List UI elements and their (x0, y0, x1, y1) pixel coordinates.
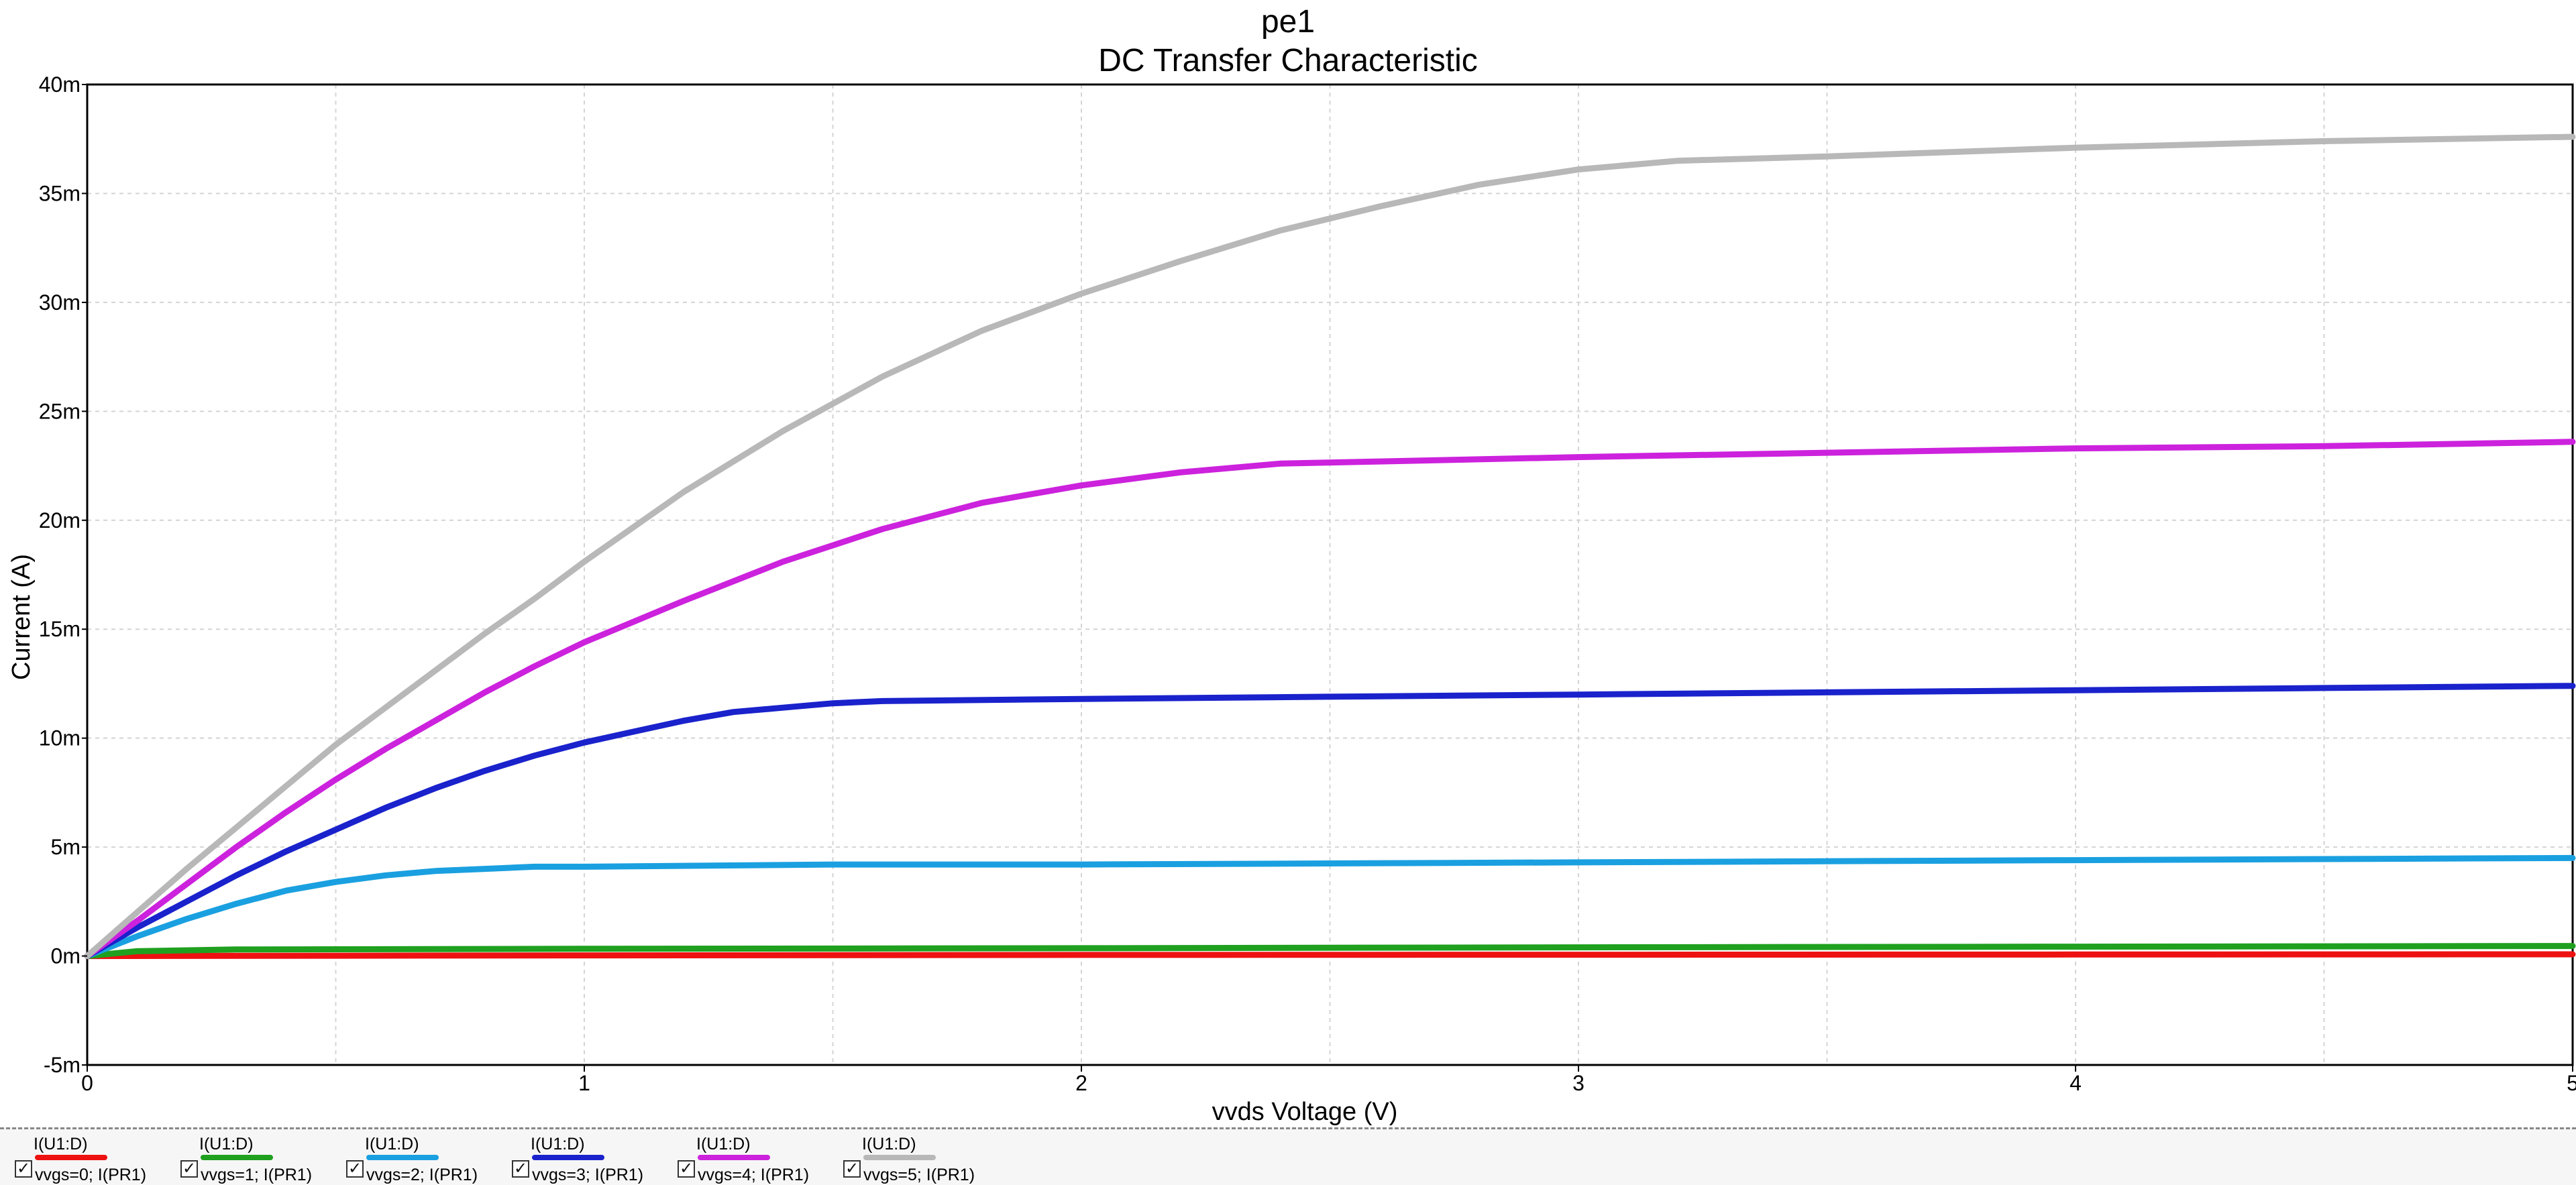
legend-checkbox[interactable]: ✓ (180, 1160, 198, 1178)
legend-color-swatch (698, 1155, 770, 1160)
legend-entry-2[interactable]: I(U1:D) ✓ vvgs=2; I(PR1) (346, 1135, 500, 1184)
y-tick-label: 15m (39, 617, 80, 641)
legend-checkbox[interactable]: ✓ (512, 1160, 529, 1178)
y-tick-label: 20m (39, 508, 80, 532)
legend-series-description: vvgs=4; I(PR1) (698, 1166, 810, 1184)
legend-checkbox[interactable]: ✓ (346, 1160, 364, 1178)
series-line-3[interactable] (84, 683, 2576, 960)
series-line-1[interactable] (84, 943, 2576, 960)
y-tick-label: 40m (39, 72, 80, 97)
series-line-5[interactable] (84, 133, 2576, 960)
legend: I(U1:D) ✓ vvgs=0; I(PR1) I(U1:D) ✓ vvgs=1; I(… (0, 1127, 2576, 1185)
tick-labels: 0 1 2 3 4 5 -5m 0m 5m 10m 15m 20m 25m 30m 35m 40m (39, 72, 2576, 1095)
y-tick-label: 30m (39, 290, 80, 315)
y-tick-label: 35m (39, 181, 80, 205)
legend-series-description: vvgs=5; I(PR1) (863, 1166, 975, 1184)
y-axis-label: Current (A) (7, 554, 36, 680)
legend-color-swatch (201, 1155, 273, 1160)
y-tick-label: 10m (39, 726, 80, 750)
series-group (84, 133, 2576, 960)
legend-series-name: I(U1:D) (199, 1135, 254, 1153)
y-tick-label: 0m (51, 944, 80, 968)
legend-series-name: I(U1:D) (696, 1135, 751, 1153)
legend-series-description: vvgs=3; I(PR1) (532, 1166, 644, 1184)
x-tick-label: 5 (2567, 1071, 2576, 1095)
series-line-0[interactable] (84, 951, 2576, 960)
series-line-2[interactable] (84, 854, 2576, 960)
y-tick-label: -5m (44, 1053, 80, 1077)
grid (87, 84, 2573, 1065)
legend-series-description: vvgs=1; I(PR1) (201, 1166, 313, 1184)
legend-color-swatch (863, 1155, 936, 1160)
y-tick-label: 25m (39, 399, 80, 423)
chart: pe1 DC Transfer Characteristic 0 1 2 3 4 5 -5m… (7, 4, 2576, 1126)
legend-series-name: I(U1:D) (862, 1135, 916, 1153)
x-tick-label: 4 (2070, 1071, 2082, 1095)
legend-entry-3[interactable]: I(U1:D) ✓ vvgs=3; I(PR1) (512, 1135, 666, 1184)
legend-entry-0[interactable]: I(U1:D) ✓ vvgs=0; I(PR1) (15, 1135, 169, 1184)
legend-series-name: I(U1:D) (34, 1135, 88, 1153)
legend-series-name: I(U1:D) (365, 1135, 419, 1153)
y-tick-label: 5m (51, 835, 80, 859)
legend-series-name: I(U1:D) (531, 1135, 585, 1153)
legend-color-swatch (35, 1155, 107, 1160)
legend-entry-5[interactable]: I(U1:D) ✓ vvgs=5; I(PR1) (843, 1135, 998, 1184)
legend-checkbox[interactable]: ✓ (843, 1160, 861, 1178)
x-tick-label: 2 (1075, 1071, 1087, 1095)
series-line-4[interactable] (84, 439, 2576, 960)
plot-area[interactable] (86, 83, 2574, 1066)
x-tick-label: 0 (81, 1071, 93, 1095)
legend-series-description: vvgs=0; I(PR1) (35, 1166, 147, 1184)
x-axis-label: vvds Voltage (V) (1212, 1098, 1398, 1126)
x-tick-label: 3 (1572, 1071, 1585, 1095)
legend-series-description: vvgs=2; I(PR1) (366, 1166, 478, 1184)
legend-entry-1[interactable]: I(U1:D) ✓ vvgs=1; I(PR1) (180, 1135, 335, 1184)
legend-entry-4[interactable]: I(U1:D) ✓ vvgs=4; I(PR1) (678, 1135, 832, 1184)
legend-color-swatch (532, 1155, 604, 1160)
x-tick-label: 1 (578, 1071, 590, 1095)
legend-color-swatch (366, 1155, 439, 1160)
legend-checkbox[interactable]: ✓ (678, 1160, 695, 1178)
chart-title: pe1 (1261, 4, 1315, 40)
chart-subtitle: DC Transfer Characteristic (1098, 43, 1477, 78)
legend-checkbox[interactable]: ✓ (15, 1160, 32, 1178)
